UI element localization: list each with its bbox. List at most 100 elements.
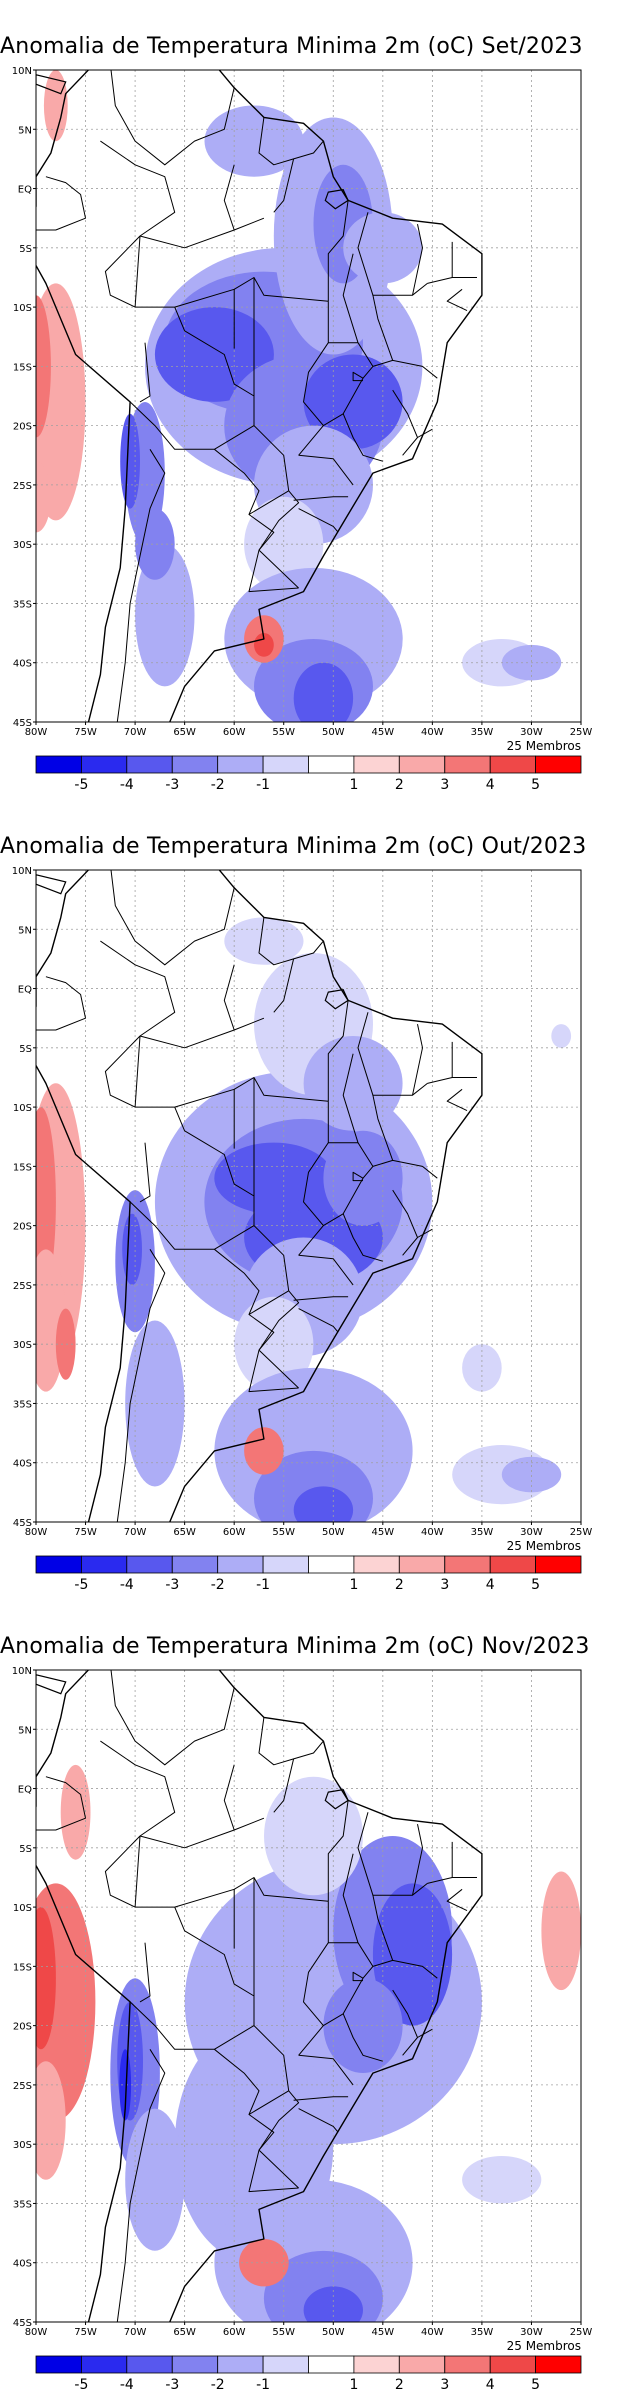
- border-line: [139, 1829, 235, 1849]
- lat-tick-label: 10N: [12, 866, 32, 877]
- colorbar-swatch: [489, 755, 537, 774]
- lon-tick-label: 35W: [471, 727, 494, 738]
- lat-tick-label: 40S: [13, 1459, 32, 1470]
- border-line: [392, 1189, 418, 1256]
- border-line: [357, 1012, 374, 1096]
- lon-tick-label: 45W: [372, 2327, 395, 2338]
- lon-tick-label: 60W: [223, 2327, 246, 2338]
- colorbar-swatch: [353, 1555, 400, 1574]
- border-line: [116, 2049, 166, 2322]
- border-line: [352, 1971, 364, 1982]
- lat-tick-label: 30S: [13, 540, 32, 551]
- border-line: [446, 1088, 468, 1112]
- lat-tick-label: 20S: [13, 2022, 32, 2033]
- anomaly-region: [125, 1320, 185, 1487]
- colorbar-swatch: [535, 2355, 582, 2374]
- border-line: [357, 1812, 374, 1896]
- border-line: [372, 1159, 438, 1179]
- colorbar-label: 3: [440, 777, 449, 793]
- colorbar-label: 3: [440, 1577, 449, 1593]
- anomaly-region: [36, 461, 51, 533]
- lon-tick-label: 65W: [173, 2327, 196, 2338]
- border-line: [342, 2013, 383, 2062]
- border-line: [36, 176, 86, 231]
- lon-tick-label: 30W: [520, 727, 543, 738]
- colorbar: [35, 1555, 582, 1574]
- anomaly-region: [60, 1764, 91, 1860]
- border-line: [100, 940, 300, 1389]
- map-frame: [35, 69, 582, 723]
- border-line: [298, 1101, 329, 1256]
- anomaly-region: [55, 1308, 76, 1380]
- anomaly-region: [36, 1907, 56, 2050]
- lon-tick-label: 35W: [471, 2327, 494, 2338]
- members-label: 25 Membros: [507, 739, 581, 753]
- border-line: [116, 1249, 166, 1522]
- lat-tick-label: 20S: [13, 1222, 32, 1233]
- colorbar-swatch: [308, 755, 355, 774]
- colorbar-label: 4: [486, 2377, 495, 2393]
- border-line: [372, 359, 438, 379]
- colorbar-swatch: [217, 755, 264, 774]
- border-line: [446, 1888, 468, 1912]
- border-line: [134, 235, 141, 308]
- border-line: [248, 1349, 299, 1393]
- colorbar-label: -2: [211, 777, 225, 793]
- colorbar-swatch: [81, 1555, 128, 1574]
- border-line: [412, 223, 423, 296]
- anomaly-region: [244, 1427, 284, 1475]
- border-line: [357, 212, 374, 296]
- map-svg: 80W 75W 70W 65W 60W 55W 50W 45W 40W 35W 30W 25W 10N 5…: [12, 866, 593, 1593]
- lat-tick-label: 10N: [12, 1666, 32, 1677]
- border-line: [214, 448, 289, 515]
- border-line: [248, 1314, 275, 1351]
- colorbar-swatch: [171, 755, 219, 774]
- border-line: [327, 1800, 349, 1902]
- lon-tick-label: 75W: [74, 2327, 97, 2338]
- lon-tick-label: 65W: [173, 1527, 196, 1538]
- anomaly-region: [541, 1871, 581, 1991]
- border-line: [273, 958, 295, 1013]
- lon-tick-label: 75W: [74, 727, 97, 738]
- border-line: [298, 1254, 354, 1286]
- colorbar-swatch: [444, 1555, 491, 1574]
- lat-tick-label: 35S: [13, 2199, 32, 2210]
- colorbar-label: -4: [120, 777, 134, 793]
- border-line: [352, 371, 364, 382]
- anomaly-region: [135, 508, 175, 580]
- colorbar-swatch: [353, 755, 400, 774]
- lat-tick-label: 25S: [13, 2081, 32, 2092]
- border-line: [248, 2114, 275, 2151]
- lon-tick-label: 55W: [272, 1527, 295, 1538]
- anomaly-region: [244, 496, 324, 592]
- colorbar-swatch: [308, 2355, 355, 2374]
- colorbar-swatch: [489, 1555, 537, 1574]
- border-line: [298, 2108, 339, 2133]
- border-line: [100, 1740, 300, 2189]
- lon-tick-label: 25W: [570, 1527, 593, 1538]
- anomaly-region: [551, 1024, 572, 1048]
- colorbar-label: -4: [120, 1577, 134, 1593]
- border-line: [298, 2054, 354, 2086]
- map-svg: 80W 75W 70W 65W 60W 55W 50W 45W 40W 35W 30W 25W 10N 5…: [12, 1666, 593, 2393]
- colorbar-swatch: [535, 1555, 582, 1574]
- border-line: [342, 1853, 374, 1967]
- members-label: 25 Membros: [507, 1539, 581, 1553]
- anomaly-region: [120, 413, 140, 509]
- lon-tick-label: 50W: [322, 1527, 345, 1538]
- lat-tick-label: EQ: [18, 985, 32, 996]
- lon-tick-label: 55W: [272, 727, 295, 738]
- map-svg: 80W 75W 70W 65W 60W 55W 50W 45W 40W 35W 30W 25W 10N 5…: [12, 66, 593, 793]
- lat-tick-label: 15S: [13, 1962, 32, 1973]
- lon-tick-label: 45W: [372, 727, 395, 738]
- border-line: [110, 70, 235, 166]
- border-line: [323, 1966, 374, 2027]
- colorbar-swatch: [398, 1555, 446, 1574]
- colorbar-swatch: [171, 1555, 219, 1574]
- anomaly-region: [36, 295, 51, 438]
- border-line: [327, 200, 349, 302]
- colorbar-label: 4: [486, 1577, 495, 1593]
- lon-tick-label: 65W: [173, 727, 196, 738]
- border-line: [273, 158, 295, 213]
- border-line: [342, 1053, 374, 1167]
